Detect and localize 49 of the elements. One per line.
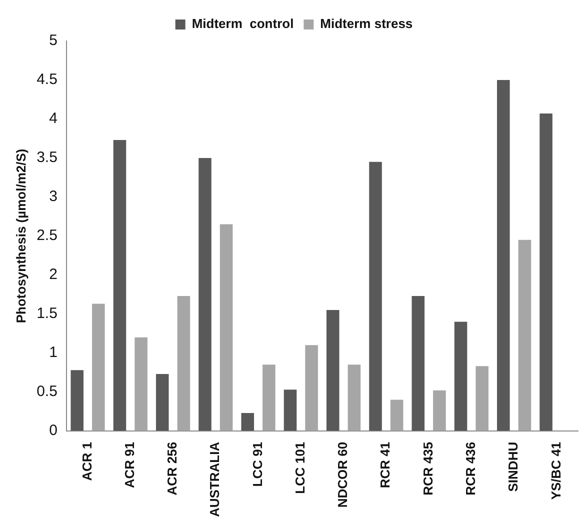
y-axis-title: Photosynthesis (µmol/m2/S) (13, 148, 28, 324)
legend-label: Midterm control (192, 16, 294, 32)
y-tick-label: 0 (49, 422, 58, 440)
bar (540, 114, 552, 431)
legend-label: Midterm stress (320, 16, 413, 32)
bar (241, 412, 254, 431)
x-tick-label: SINDHU (506, 442, 521, 492)
y-tick-label: 2 (49, 266, 58, 284)
bar (198, 158, 212, 431)
bar (305, 345, 318, 431)
bar (390, 400, 404, 431)
y-tick-label: 3 (49, 188, 58, 206)
x-tick-label: YS/BC 41 (548, 442, 564, 500)
x-tick-label: NDCOR 60 (335, 442, 350, 508)
bar (113, 140, 126, 431)
bar (156, 374, 169, 431)
y-tick-label: 0.5 (36, 383, 58, 400)
bar (454, 322, 468, 431)
bar (92, 304, 105, 431)
bar (412, 296, 425, 431)
y-tick-label: 3.5 (36, 149, 58, 166)
y-tick-label: 4 (49, 110, 58, 128)
bar (518, 240, 532, 431)
y-tick-label: 2.5 (36, 227, 58, 244)
x-tick-label: RCR 435 (420, 442, 436, 496)
x-tick-label: LCC 91 (250, 442, 265, 487)
bar (369, 162, 382, 431)
x-tick-label: ACR 1 (79, 442, 94, 481)
y-tick-label: 1.5 (36, 305, 58, 322)
bar (284, 390, 297, 431)
bar (177, 296, 190, 431)
x-tick-label: RCR 436 (463, 442, 478, 496)
y-tick-label: 1 (49, 344, 58, 362)
bar (497, 80, 510, 431)
y-tick-label: 5 (49, 32, 58, 50)
bar (134, 337, 148, 431)
bar (70, 370, 84, 431)
x-tick-label: ACR 91 (122, 442, 137, 488)
y-tick-label: 4.5 (36, 71, 58, 88)
bar (433, 390, 446, 431)
bar (326, 310, 340, 431)
bar (348, 364, 361, 431)
bar (220, 224, 233, 431)
x-tick-label: ACR 256 (164, 442, 180, 496)
bar (476, 366, 488, 431)
x-tick-label: AUSTRALIA (207, 441, 222, 518)
x-tick-label: LCC 101 (292, 442, 308, 494)
bar (262, 364, 276, 431)
x-tick-label: RCR 41 (378, 442, 393, 488)
